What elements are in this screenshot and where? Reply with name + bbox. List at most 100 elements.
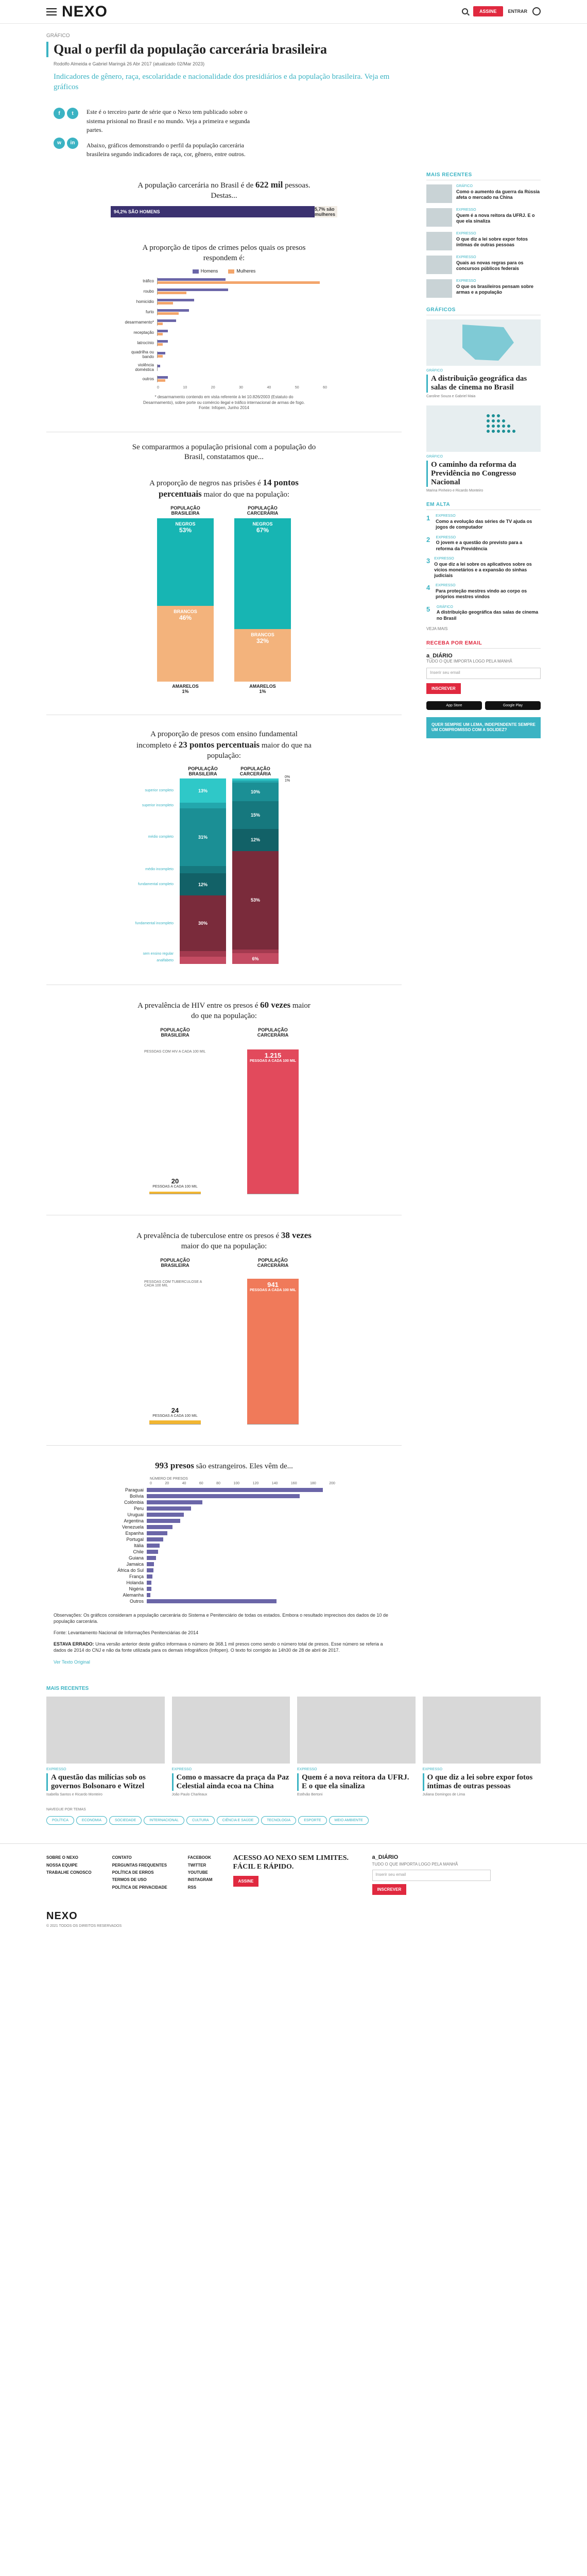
footer-link[interactable]: YOUTUBE [187,1870,208,1875]
country-row: Outros [111,1599,337,1604]
see-more-link[interactable]: VEJA MAIS [426,626,448,631]
sidebar-feature-2[interactable]: GRÁFICO O caminho da reforma da Previdên… [426,405,541,493]
topic-tag[interactable]: TECNOLOGIA [261,1816,297,1825]
country-bar [147,1500,202,1504]
footer-nl-button[interactable]: INSCREVER [372,1884,407,1895]
bar-area: 1.215 PESSOAS A CADA 100 MIL [247,1040,299,1195]
education-col-prison: POPULAÇÃO CARCERÁRIA 10% 15% 12% 53% 6% [232,766,279,964]
tick-label: 100 [233,1481,240,1485]
bar-fill [149,1420,201,1425]
search-icon[interactable] [461,8,468,14]
tick-label: 60 [323,386,327,390]
topic-tag[interactable]: CULTURA [186,1816,215,1825]
country-row: Uruguai [111,1512,337,1517]
correction-head: ESTAVA ERRADO: [54,1641,94,1647]
segment-label: BRANCOS [174,608,197,614]
stack-segment: 15% [232,801,279,829]
topic-tag[interactable]: MEIO AMBIENTE [329,1816,369,1825]
recent-card[interactable]: EXPRESSO Como o massacre da praça da Paz … [171,1696,290,1797]
google-play-button[interactable]: Google Play [485,701,541,710]
topic-tag[interactable]: SOCIEDADE [109,1816,142,1825]
stack-segment [180,803,226,808]
trending-item[interactable]: 1 EXPRESSO Como a evolução das séries de T… [426,514,541,530]
share-in-icon[interactable]: in [67,137,78,149]
recent-card[interactable]: EXPRESSO Quem é a nova reitora da UFRJ. E… [297,1696,416,1797]
newsletter-email-input[interactable]: Inserir seu email [426,667,541,679]
share-f-icon[interactable]: f [54,108,65,120]
sidebar-recent-item[interactable]: EXPRESSO Quem é a nova reitora da UFRJ. E… [426,208,541,227]
feature-image [426,319,541,366]
thumbnail-image [426,256,452,274]
topic-tag[interactable]: ECONOMIA [76,1816,108,1825]
app-store-button[interactable]: App Store [426,701,482,710]
footer-link[interactable]: SOBRE O NEXO [46,1855,78,1860]
recent-card[interactable]: EXPRESSO O que diz a lei sobre expor foto… [422,1696,541,1797]
feature-author: Marina Pinheiro e Ricardo Monteiro [426,489,484,493]
intro-text: Este é o terceiro parte de série que o N… [87,108,267,165]
item-text: EXPRESSO Quais as novas regras para os co… [456,256,541,274]
footer-link[interactable]: PERGUNTAS FREQUENTES [112,1862,167,1868]
footer-subscribe-button[interactable]: ASSINE [233,1875,259,1887]
sidebar-recent-item[interactable]: EXPRESSO O que diz a lei sobre expor foto… [426,232,541,250]
tick-label: 20 [165,1481,169,1485]
education-stack-population: 13% 31% 12% 30% [180,778,226,964]
bar-column: POPULAÇÃO BRASILEIRA 20 PESSOAS A CADA 100… [144,1027,205,1195]
sidebar-feature-1[interactable]: GRÁFICO A distribuição geográfica das sa… [426,319,541,398]
subscribe-button[interactable]: ASSINE [473,6,503,16]
report-link[interactable]: Ver Texto Original [54,1659,394,1665]
footer-link[interactable]: POLÍTICA DE ERROS [112,1870,154,1875]
footer-link[interactable]: INSTAGRAM [187,1877,213,1883]
item-title: Como o aumento da guerra da Rússia afeta… [456,189,540,200]
footer-link[interactable]: FACEBOOK [187,1855,212,1860]
share-w-icon[interactable]: w [54,137,65,149]
card-kicker: EXPRESSO [297,1767,317,1771]
thumbnail-image [426,208,452,227]
share-t-icon[interactable]: t [67,108,78,120]
topic-tag[interactable]: CIÊNCIA E SAÚDE [216,1816,260,1825]
footer-link[interactable]: POLÍTICA DE PRIVACIDADE [112,1885,167,1890]
sidebar-recent-item[interactable]: EXPRESSO Quais as novas regras para os co… [426,256,541,274]
chart-race-title: A proporção de negros nas prisões é 14 p… [136,477,312,500]
country-row: Argentina [111,1518,337,1523]
footer-email-input[interactable]: Inserir seu email [372,1870,491,1882]
topic-tag[interactable]: POLÍTICA [46,1816,74,1825]
footer-link[interactable]: TWITTER [187,1862,206,1868]
newsletter-subscribe-button[interactable]: INSCREVER [426,683,461,694]
nexo-logo[interactable]: NEXO [62,3,108,20]
trending-item[interactable]: 3 EXPRESSO O que diz a lei sobre os aplica… [426,557,541,579]
crime-bars [157,351,327,358]
dot-grid-icon [487,414,515,433]
topic-tag[interactable]: INTERNACIONAL [144,1816,185,1825]
sidebar-recent-item[interactable]: EXPRESSO O que os brasileiros pensam sobr… [426,279,541,298]
men-segment: 94,2% SÃO HOMENS [111,206,315,218]
tick-label: 80 [216,1481,220,1485]
footer-link[interactable]: NOSSA EQUIPE [46,1862,78,1868]
promo-banner[interactable]: QUER SEMPRE UM LEMA, INDEPENDENTE SEMPRE… [426,717,541,738]
tick-label: 140 [271,1481,278,1485]
sidebar-recent-item[interactable]: GRÁFICO Como o aumento da guerra da Rússi… [426,184,541,203]
trending-item[interactable]: 4 EXPRESSO Para proteção mestres vindo ao … [426,584,541,600]
login-link[interactable]: ENTRAR [508,9,528,14]
item-text: EXPRESSO Como a evolução das séries de TV… [436,514,541,530]
topic-tag[interactable]: ESPORTE [298,1816,327,1825]
feature-author: Caroline Souza e Gabriel Maia [426,394,476,398]
topics-list: POLÍTICA ECONOMIA SOCIEDADE INTERNACIONAL CU… [46,1815,541,1828]
bar-women [158,281,320,284]
footer-link[interactable]: TRABALHE CONOSCO [46,1870,92,1875]
hamburger-menu-icon[interactable] [46,8,57,15]
tick-label: 180 [310,1481,316,1485]
user-icon[interactable] [532,7,541,15]
trending-item[interactable]: 5 GRÁFICO A distribuição geográfica das sa… [426,605,541,621]
country-bar [147,1512,184,1517]
footer-link[interactable]: TERMOS DE USO [112,1877,147,1883]
footer-logo[interactable]: NEXO [46,1910,78,1922]
article-kicker[interactable]: GRÁFICO [46,33,70,39]
footer-link[interactable]: RSS [187,1885,197,1890]
country-label: Bolívia [129,1493,144,1499]
trending-item[interactable]: 2 EXPRESSO O jovem e a questão do previsto… [426,536,541,552]
footer-link[interactable]: CONTATO [112,1855,132,1860]
value-unit: PESSOAS A CADA 100 MIL [152,1414,198,1418]
country-row: Guiana [111,1555,337,1561]
recent-card[interactable]: EXPRESSO A questão das milícias sob os go… [46,1696,165,1797]
trending-number: 2 [426,535,430,544]
